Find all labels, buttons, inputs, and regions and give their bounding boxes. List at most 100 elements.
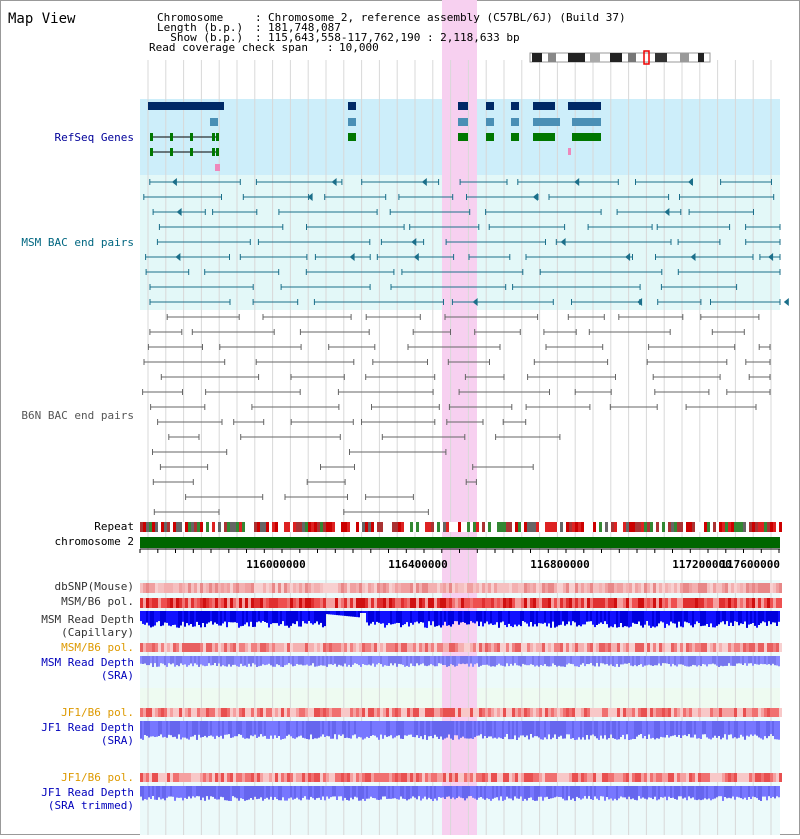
bac-end-arrow xyxy=(413,253,419,261)
bac-end-arrow xyxy=(688,178,693,186)
info-block: Chromosome : Chromosome 2, reference ass… xyxy=(149,11,626,54)
gene-arrow xyxy=(511,118,516,126)
jf1-depth-sra-track xyxy=(140,721,780,740)
gene-arrow xyxy=(148,102,153,110)
track-label-chromosome[interactable]: chromosome 2 xyxy=(55,535,134,548)
bac-end-arrow xyxy=(472,298,478,306)
info-chromosome-label: Chromosome xyxy=(157,11,263,24)
gene-arrow xyxy=(458,102,463,110)
chromosome-ideogram[interactable] xyxy=(529,50,711,65)
gene-arrow xyxy=(511,102,516,110)
gene-feature xyxy=(572,118,601,126)
info-chromosome-sep: : xyxy=(255,11,262,24)
gene-exon xyxy=(216,133,219,141)
bac-end-arrow xyxy=(331,178,337,186)
gene-exon xyxy=(190,148,193,156)
track-label-jf1-depth-trim-sub: (SRA trimmed) xyxy=(48,799,134,812)
gene-arrow xyxy=(458,133,463,141)
gene-arrow xyxy=(348,118,353,126)
gene-exon xyxy=(170,133,173,141)
gene-exon xyxy=(150,148,153,156)
msm-b6-pol-2-track xyxy=(140,643,782,652)
gene-feature xyxy=(572,133,601,141)
bac-end-arrow xyxy=(349,253,355,261)
dbsnp-track xyxy=(140,583,782,593)
gene-arrow xyxy=(511,133,516,141)
track-label-jf1-depth-trim[interactable]: JF1 Read Depth xyxy=(41,786,134,799)
gene-exon xyxy=(150,133,153,141)
bac-end-arrow xyxy=(637,298,643,306)
track-label-msm-b6-pol-2[interactable]: MSM/B6 pol. xyxy=(61,641,134,654)
gene-arrow xyxy=(568,102,573,110)
bac-end-arrow xyxy=(532,193,538,201)
gene-feature xyxy=(533,133,555,141)
chromosome-bar xyxy=(140,537,780,548)
bac-end-arrow xyxy=(768,253,774,261)
track-label-msm-bac[interactable]: MSM BAC end pairs xyxy=(21,236,134,249)
bac-end-arrow xyxy=(175,253,181,261)
axis-tick-label: 117200000 xyxy=(672,558,732,571)
gene-exon xyxy=(216,148,219,156)
gene-arrow xyxy=(486,133,491,141)
gene-arrow xyxy=(533,102,538,110)
info-length-sep: : xyxy=(255,21,262,34)
gene-arrow xyxy=(210,118,215,126)
ideogram-band xyxy=(680,53,689,62)
track-label-b6n-bac[interactable]: B6N BAC end pairs xyxy=(21,409,134,422)
position-axis: 116000000 116400000 116800000 117200000 … xyxy=(246,558,780,571)
bac-end-arrow xyxy=(176,208,182,216)
gene-feature xyxy=(568,102,601,110)
bac-end-arrow xyxy=(171,178,177,186)
bac-end-arrow xyxy=(307,193,313,201)
track-label-jf1-b6-pol[interactable]: JF1/B6 pol. xyxy=(61,706,134,719)
gene-arrow xyxy=(348,133,353,141)
track-label-msm-depth-cap[interactable]: MSM Read Depth xyxy=(41,613,134,626)
gene-arrow xyxy=(533,118,538,126)
gene-feature xyxy=(533,102,555,110)
track-label-refseq[interactable]: RefSeq Genes xyxy=(55,131,134,144)
msm-b6-pol-track xyxy=(140,598,782,608)
track-label-jf1-b6-pol-2[interactable]: JF1/B6 pol. xyxy=(61,771,134,784)
gene-feature xyxy=(148,102,224,110)
info-show-label: Show (b.p.) xyxy=(157,31,263,44)
track-label-dbsnp[interactable]: dbSNP(Mouse) xyxy=(55,580,134,593)
track-label-msm-depth-sra-sub: (SRA) xyxy=(101,669,134,682)
ideogram-band xyxy=(548,53,556,62)
axis-tick-label: 116400000 xyxy=(388,558,448,571)
jf1-b6-pol-2-track xyxy=(140,773,782,782)
jf1-b6-pol-track xyxy=(140,708,782,717)
info-show-sep: : xyxy=(255,31,262,44)
track-label-jf1-depth-sra[interactable]: JF1 Read Depth xyxy=(41,721,134,734)
gene-feature xyxy=(215,164,220,171)
info-show-value: 115,643,558-117,762,190 : 2,118,633 bp xyxy=(268,31,520,44)
ideogram-position-marker xyxy=(643,50,650,65)
msm-depth-capillary-track xyxy=(140,611,780,628)
gene-arrow xyxy=(486,118,491,126)
ideogram-band xyxy=(532,53,542,62)
ideogram-band xyxy=(628,53,636,62)
track-label-msm-depth-sra[interactable]: MSM Read Depth xyxy=(41,656,134,669)
gene-arrow xyxy=(572,118,577,126)
gene-arrow xyxy=(486,102,491,110)
gene-feature xyxy=(533,118,560,126)
page-title: Map View xyxy=(8,11,76,27)
gene-exon xyxy=(190,133,193,141)
track-label-repeat[interactable]: Repeat xyxy=(94,520,134,533)
gene-feature xyxy=(568,148,571,155)
track-label-msm-b6-pol[interactable]: MSM/B6 pol. xyxy=(61,595,134,608)
gene-arrow xyxy=(533,133,538,141)
info-length-label: Length (b.p.) xyxy=(157,21,263,34)
bac-end-arrow xyxy=(560,238,566,246)
bac-end-arrow xyxy=(574,178,580,186)
gene-arrow xyxy=(348,102,353,110)
bac-end-arrow xyxy=(625,253,631,261)
info-chromosome-value: Chromosome 2, reference assembly (C57BL/… xyxy=(268,11,626,24)
bac-end-arrow xyxy=(421,178,427,186)
bac-end-arrow xyxy=(690,253,696,261)
track-label-jf1-depth-sra-sub: (SRA) xyxy=(101,734,134,747)
gene-arrow xyxy=(572,133,577,141)
bac-end-arrow xyxy=(411,238,417,246)
bac-end-arrow xyxy=(783,298,789,306)
